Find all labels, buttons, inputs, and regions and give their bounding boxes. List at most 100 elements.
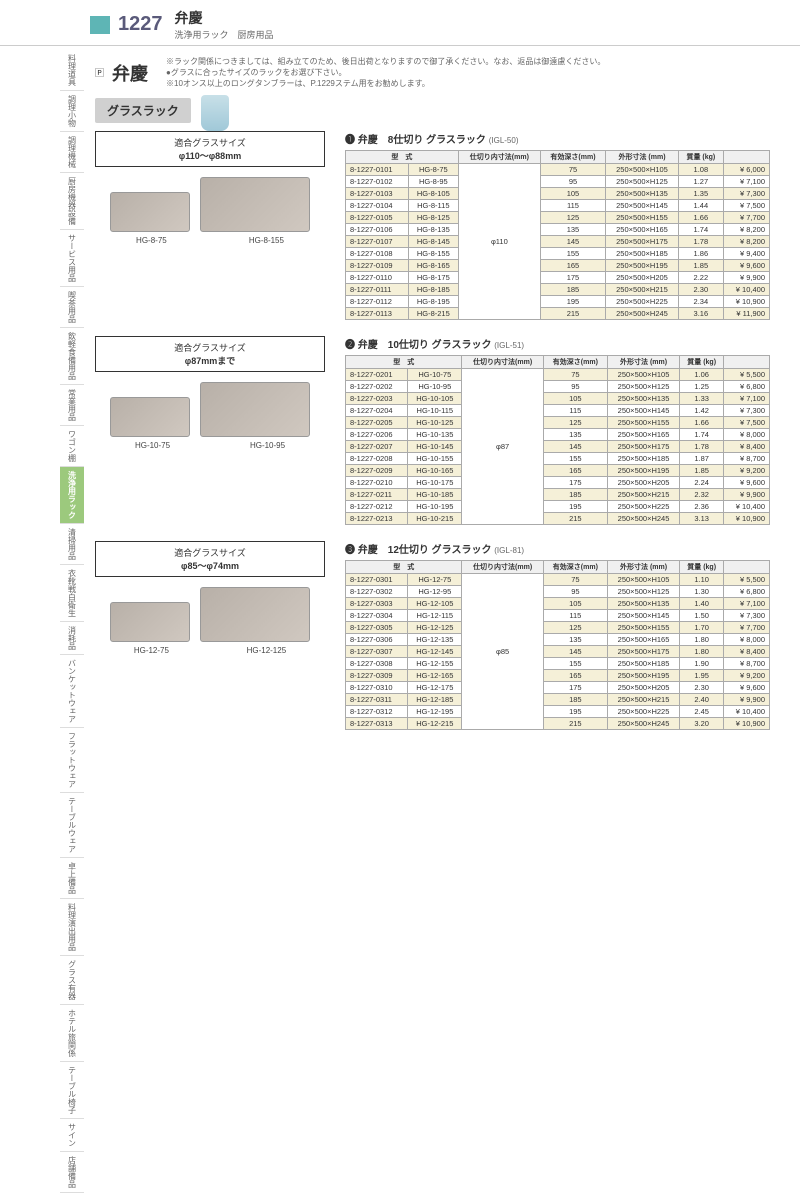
table-block: ❷ 弁慶 10仕切り グラスラック (IGL-51) 型 式 仕切り内寸法(mm… [345, 336, 770, 525]
dim-cell: 250×500×H105 [605, 164, 678, 176]
code-cell: 8-1227-0105 [346, 212, 409, 224]
dim-cell: 250×500×H145 [605, 200, 678, 212]
price-cell: ¥ 9,200 [724, 465, 770, 477]
depth-cell: 135 [543, 634, 607, 646]
rack-images [95, 177, 325, 232]
code-cell: 8-1227-0213 [346, 513, 408, 525]
sidebar-item[interactable]: 卓上備品 [60, 858, 84, 899]
page-title: 弁慶 [175, 8, 274, 28]
table-row: 8-1227-0106 HG-8-135 135 250×500×H165 1.… [346, 224, 770, 236]
igl-code: (IGL-51) [494, 341, 524, 350]
col-header: 外形寸法 (mm) [607, 561, 679, 574]
depth-cell: 115 [541, 200, 606, 212]
model-cell: HG-8-185 [408, 284, 458, 296]
sidebar-item[interactable]: 調理機械 [60, 132, 84, 173]
dim-cell: 250×500×H205 [605, 272, 678, 284]
sidebar-item[interactable]: 洗浄用ラック [60, 467, 84, 524]
dim-cell: 250×500×H225 [607, 501, 679, 513]
col-header: 型 式 [346, 561, 462, 574]
price-cell: ¥ 8,200 [723, 236, 769, 248]
price-cell: ¥ 6,000 [723, 164, 769, 176]
sidebar-item[interactable]: フラットウェア [60, 728, 84, 793]
depth-cell: 135 [541, 224, 606, 236]
table-row: 8-1227-0208 HG-10-155 155 250×500×H185 1… [346, 453, 770, 465]
table-row: 8-1227-0202 HG-10-95 95 250×500×H125 1.2… [346, 381, 770, 393]
table-row: 8-1227-0204 HG-10-115 115 250×500×H145 1… [346, 405, 770, 417]
spec-table: 型 式 仕切り内寸法(mm) 有効深さ(mm) 外形寸法 (mm) 質量 (kg… [345, 150, 770, 320]
sidebar-item[interactable]: バンケットウェア [60, 655, 84, 728]
table-block: ❶ 弁慶 8仕切り グラスラック (IGL-50) 型 式 仕切り内寸法(mm)… [345, 131, 770, 320]
sidebar-item[interactable]: ホテル旅関係 [60, 1005, 84, 1062]
dim-cell: 250×500×H165 [605, 224, 678, 236]
size-value: φ110～φ88mm [104, 149, 316, 162]
code-cell: 8-1227-0104 [346, 200, 409, 212]
code-cell: 8-1227-0312 [346, 706, 408, 718]
model-cell: HG-8-175 [408, 272, 458, 284]
model-cell: HG-12-215 [408, 718, 462, 730]
price-cell: ¥ 9,900 [724, 694, 770, 706]
model-cell: HG-12-145 [408, 646, 462, 658]
code-cell: 8-1227-0303 [346, 598, 408, 610]
sidebar-item[interactable]: ワゴン棚 [60, 426, 84, 467]
sidebar-item[interactable]: テーブルウェア [60, 793, 84, 858]
depth-cell: 195 [541, 296, 606, 308]
code-cell: 8-1227-0309 [346, 670, 408, 682]
col-header: 質量 (kg) [680, 561, 724, 574]
dim-cell: 250×500×H135 [607, 598, 679, 610]
dim-cell: 250×500×H245 [605, 308, 678, 320]
sidebar-item[interactable]: 店舗備品 [60, 1152, 84, 1193]
table-row: 8-1227-0313 HG-12-215 215 250×500×H245 3… [346, 718, 770, 730]
note-line: ●グラスに合ったサイズのラックをお選び下さい。 [166, 67, 605, 78]
price-cell: ¥ 9,400 [723, 248, 769, 260]
model-cell: HG-8-105 [408, 188, 458, 200]
price-cell: ¥ 8,700 [724, 658, 770, 670]
spec-table: 型 式 仕切り内寸法(mm) 有効深さ(mm) 外形寸法 (mm) 質量 (kg… [345, 560, 770, 730]
code-cell: 8-1227-0201 [346, 369, 408, 381]
sidebar-item[interactable]: 喫茶用品 [60, 287, 84, 328]
sidebar-item[interactable]: テーブル椅子 [60, 1062, 84, 1119]
sidebar-item[interactable]: 料理道具 [60, 50, 84, 91]
depth-cell: 95 [543, 381, 607, 393]
code-cell: 8-1227-0108 [346, 248, 409, 260]
sidebar-item[interactable]: 衣靴戦白衛生 [60, 565, 84, 622]
table-row: 8-1227-0111 HG-8-185 185 250×500×H215 2.… [346, 284, 770, 296]
price-cell: ¥ 5,500 [724, 574, 770, 586]
product-images: 適合グラスサイズ φ87mmまで HG-10-75 HG-10-95 [95, 336, 325, 450]
sidebar-item[interactable]: 消耗品 [60, 622, 84, 655]
image-labels: HG-10-75 HG-10-95 [95, 441, 325, 450]
size-value: φ87mmまで [104, 354, 316, 367]
weight-cell: 1.66 [679, 212, 724, 224]
sidebar-item[interactable]: 清掃用品 [60, 524, 84, 565]
sidebar-item[interactable]: 料理演出用品 [60, 899, 84, 956]
sidebar-item[interactable]: サイン [60, 1119, 84, 1152]
model-cell: HG-10-175 [408, 477, 462, 489]
dim-cell: 250×500×H165 [607, 429, 679, 441]
weight-cell: 1.44 [679, 200, 724, 212]
weight-cell: 1.10 [680, 574, 724, 586]
sidebar-item[interactable]: 調理小物 [60, 91, 84, 132]
sidebar-item[interactable]: 飲軽食備用品 [60, 328, 84, 385]
dim-cell: 250×500×H245 [607, 513, 679, 525]
table-row: 8-1227-0103 HG-8-105 105 250×500×H135 1.… [346, 188, 770, 200]
dim-cell: 250×500×H215 [607, 694, 679, 706]
col-header: 型 式 [346, 151, 459, 164]
sidebar-item[interactable]: 常業用品 [60, 385, 84, 426]
model-cell: HG-12-185 [408, 694, 462, 706]
price-cell: ¥ 9,200 [724, 670, 770, 682]
sidebar-item[interactable]: グラス有器 [60, 956, 84, 1005]
table-title: ❶ 弁慶 8仕切り グラスラック (IGL-50) [345, 131, 770, 146]
depth-cell: 105 [543, 598, 607, 610]
table-header-row: 型 式 仕切り内寸法(mm) 有効深さ(mm) 外形寸法 (mm) 質量 (kg… [346, 561, 770, 574]
size-box: 適合グラスサイズ φ110～φ88mm [95, 131, 325, 167]
price-cell: ¥ 8,400 [724, 441, 770, 453]
sidebar-item[interactable]: 厨房機器設備 [60, 173, 84, 230]
weight-cell: 1.80 [680, 634, 724, 646]
model-cell: HG-10-185 [408, 489, 462, 501]
price-cell: ¥ 7,700 [723, 212, 769, 224]
price-cell: ¥ 8,200 [723, 224, 769, 236]
code-cell: 8-1227-0311 [346, 694, 408, 706]
sidebar-item[interactable]: サービス用品 [60, 230, 84, 287]
depth-cell: 165 [541, 260, 606, 272]
igl-code: (IGL-50) [489, 136, 519, 145]
rack-image-large [200, 587, 310, 642]
